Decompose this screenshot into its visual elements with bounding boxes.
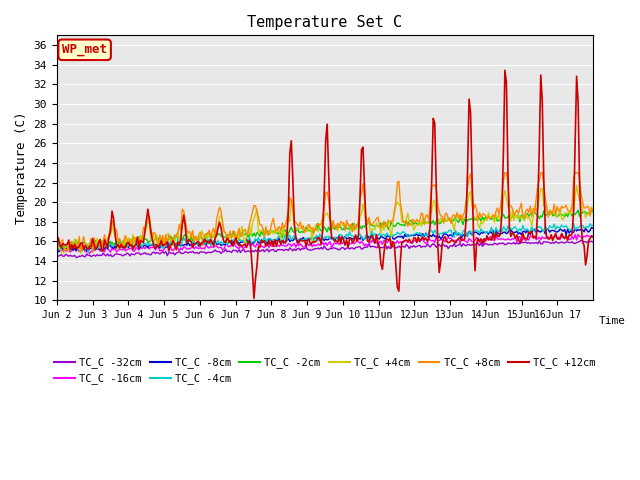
TC_C +4cm: [120, 243, 128, 249]
Line: TC_C -2cm: TC_C -2cm: [57, 210, 593, 249]
TC_C +4cm: [289, 210, 296, 216]
TC_C -4cm: [214, 238, 222, 244]
TC_C +12cm: [250, 296, 258, 301]
Line: TC_C -4cm: TC_C -4cm: [57, 224, 593, 252]
TC_C -16cm: [589, 234, 597, 240]
TC_C +4cm: [53, 236, 61, 242]
TC_C +8cm: [232, 237, 240, 243]
Title: Temperature Set C: Temperature Set C: [247, 15, 403, 30]
Line: TC_C +4cm: TC_C +4cm: [57, 185, 593, 253]
TC_C -8cm: [214, 241, 222, 247]
TC_C +12cm: [239, 242, 247, 248]
TC_C -2cm: [120, 237, 128, 243]
TC_C +12cm: [53, 243, 61, 249]
TC_C +8cm: [589, 207, 597, 213]
TC_C +12cm: [230, 239, 238, 245]
TC_C -8cm: [241, 239, 249, 245]
TC_C -8cm: [53, 246, 61, 252]
TC_C +12cm: [563, 233, 570, 239]
TC_C -4cm: [120, 245, 128, 251]
TC_C +8cm: [563, 203, 570, 208]
TC_C -32cm: [214, 249, 222, 254]
Text: WP_met: WP_met: [62, 43, 107, 56]
TC_C -16cm: [214, 245, 222, 251]
TC_C -32cm: [120, 252, 128, 258]
TC_C +4cm: [77, 251, 84, 256]
TC_C -16cm: [289, 242, 296, 248]
TC_C +4cm: [589, 207, 597, 213]
TC_C -32cm: [72, 254, 80, 260]
TC_C -8cm: [120, 245, 128, 251]
TC_C -16cm: [241, 244, 249, 250]
TC_C -8cm: [289, 238, 296, 243]
TC_C +12cm: [501, 67, 509, 73]
TC_C +4cm: [573, 182, 580, 188]
Line: TC_C +8cm: TC_C +8cm: [57, 173, 593, 252]
TC_C +12cm: [212, 232, 220, 238]
TC_C -16cm: [561, 235, 568, 241]
TC_C -2cm: [214, 232, 222, 238]
TC_C -4cm: [53, 246, 61, 252]
TC_C -4cm: [589, 222, 597, 228]
TC_C -8cm: [589, 226, 597, 231]
TC_C -2cm: [588, 207, 595, 213]
TC_C -16cm: [86, 251, 93, 256]
Line: TC_C -32cm: TC_C -32cm: [57, 240, 593, 257]
TC_C +8cm: [241, 227, 249, 232]
TC_C +4cm: [232, 240, 240, 245]
TC_C +4cm: [561, 210, 568, 216]
TC_C -32cm: [241, 249, 249, 255]
TC_C -2cm: [561, 214, 568, 219]
TC_C +8cm: [53, 248, 61, 253]
TC_C -32cm: [53, 253, 61, 259]
TC_C +4cm: [241, 241, 249, 247]
TC_C -16cm: [572, 231, 579, 237]
TC_C -4cm: [84, 250, 92, 255]
TC_C -4cm: [232, 238, 240, 244]
TC_C +4cm: [214, 222, 222, 228]
TC_C -8cm: [232, 240, 240, 246]
TC_C -4cm: [241, 239, 249, 245]
Line: TC_C -8cm: TC_C -8cm: [57, 228, 593, 252]
TC_C -8cm: [54, 249, 62, 254]
TC_C -2cm: [58, 246, 65, 252]
TC_C +12cm: [118, 245, 126, 251]
TC_C +8cm: [214, 210, 222, 216]
TC_C -32cm: [289, 248, 296, 254]
Line: TC_C +12cm: TC_C +12cm: [57, 70, 593, 299]
TC_C -4cm: [561, 224, 568, 229]
TC_C -4cm: [289, 235, 296, 240]
TC_C +12cm: [289, 176, 296, 181]
Line: TC_C -16cm: TC_C -16cm: [57, 234, 593, 253]
TC_C +8cm: [289, 204, 296, 210]
TC_C -4cm: [570, 221, 577, 227]
TC_C -8cm: [588, 225, 595, 230]
TC_C -2cm: [241, 231, 249, 237]
TC_C -32cm: [589, 240, 597, 245]
TC_C -32cm: [577, 238, 585, 243]
TC_C +8cm: [89, 250, 97, 255]
TC_C +8cm: [120, 237, 128, 242]
TC_C -16cm: [232, 244, 240, 250]
TC_C -16cm: [53, 248, 61, 253]
TC_C -8cm: [561, 227, 568, 232]
Y-axis label: Temperature (C): Temperature (C): [15, 111, 28, 224]
TC_C +12cm: [589, 234, 597, 240]
TC_C -32cm: [561, 240, 568, 246]
Text: Time: Time: [598, 316, 625, 326]
TC_C -32cm: [232, 248, 240, 253]
TC_C -16cm: [120, 246, 128, 252]
TC_C -2cm: [589, 209, 597, 215]
TC_C +8cm: [501, 170, 509, 176]
TC_C -2cm: [232, 232, 240, 238]
Legend: TC_C -32cm, TC_C -16cm, TC_C -8cm, TC_C -4cm, TC_C -2cm, TC_C +4cm, TC_C +8cm, T: TC_C -32cm, TC_C -16cm, TC_C -8cm, TC_C …: [50, 353, 600, 389]
TC_C -2cm: [289, 228, 296, 234]
TC_C -2cm: [53, 242, 61, 248]
